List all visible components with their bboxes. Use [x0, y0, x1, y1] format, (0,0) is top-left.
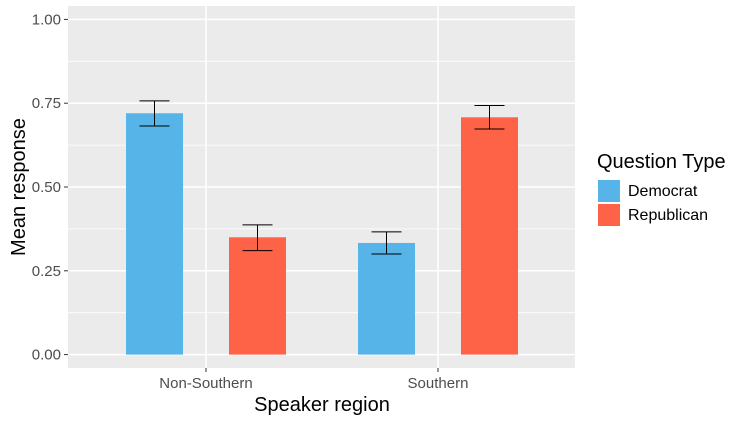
legend-key-democrat: [598, 180, 620, 202]
legend-label-republican: Republican: [628, 207, 708, 224]
error-bar-republican-southern: [474, 105, 505, 130]
y-tick-label: 0.00: [32, 347, 61, 364]
bar-republican-non-southern: [229, 237, 286, 355]
legend-items: Democrat Republican: [598, 180, 708, 226]
legend: Question Type Democrat Republican: [597, 151, 726, 226]
error-bars: [139, 100, 505, 255]
bar-democrat-non-southern: [126, 113, 183, 355]
y-tick-label: 1.00: [32, 11, 61, 28]
error-bar-republican-non-southern: [242, 224, 273, 252]
bars: [126, 113, 518, 355]
y-tick-label: 0.25: [32, 263, 61, 280]
x-tick-label: Southern: [408, 375, 469, 392]
legend-label-democrat: Democrat: [628, 183, 698, 200]
legend-key-republican: [598, 204, 620, 226]
legend-title: Question Type: [597, 151, 726, 173]
error-bar-democrat-non-southern: [139, 100, 170, 127]
y-tick-label: 0.50: [32, 179, 61, 196]
y-axis-ticks: 0.00 0.25 0.50 0.75 1.00: [32, 11, 68, 364]
y-axis-title: Mean response: [8, 118, 30, 256]
error-bar-democrat-southern: [371, 231, 402, 255]
x-axis-ticks: Non-Southern Southern: [159, 368, 468, 392]
y-tick-label: 0.75: [32, 95, 61, 112]
bar-republican-southern: [461, 117, 518, 355]
x-axis-title: Speaker region: [254, 394, 390, 416]
x-tick-label: Non-Southern: [159, 375, 252, 392]
bar-democrat-southern: [358, 242, 415, 355]
